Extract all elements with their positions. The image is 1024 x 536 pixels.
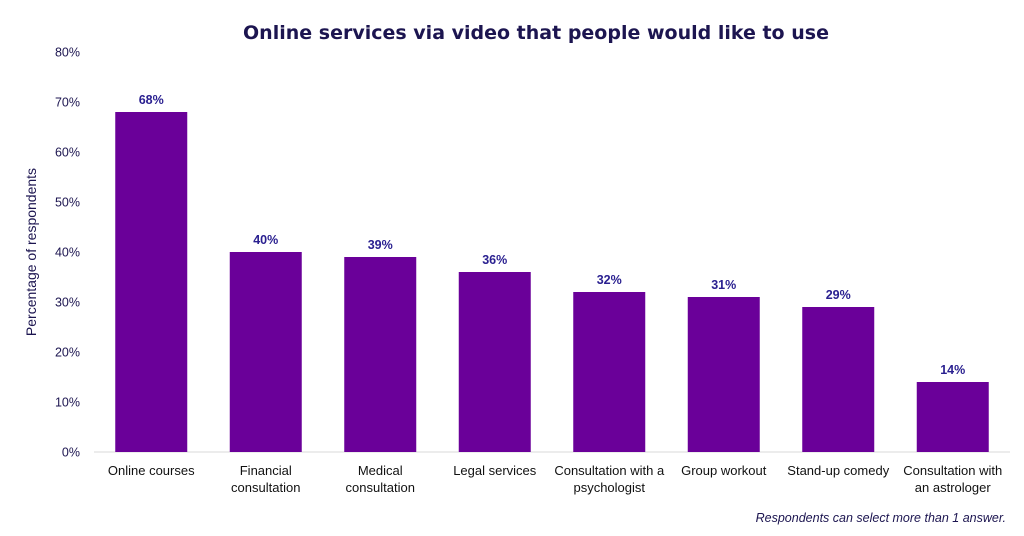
bar — [115, 112, 188, 452]
category-label: consultation — [346, 480, 415, 495]
category-label: Stand-up comedy — [787, 463, 889, 478]
y-tick-label: 70% — [55, 96, 80, 110]
category-label: consultation — [231, 480, 300, 495]
category-label: Financial — [240, 463, 292, 478]
bar — [458, 272, 531, 452]
category-label: Consultation with a — [554, 463, 665, 478]
category-labels: Online courses Financial consultation Medic… — [108, 463, 1002, 495]
y-tick-label: 30% — [55, 296, 80, 310]
y-tick-label: 10% — [55, 396, 80, 410]
y-tick-label: 0% — [62, 446, 80, 460]
chart-title: Online services via video that people wo… — [243, 22, 829, 44]
data-label: 14% — [940, 363, 965, 377]
bars — [115, 112, 989, 452]
y-axis-ticks: 0% 10% 20% 30% 40% 50% 60% 70% 80% — [55, 46, 80, 460]
category-label: Consultation with — [903, 463, 1002, 478]
bar — [229, 252, 302, 452]
y-tick-label: 60% — [55, 146, 80, 160]
bar — [344, 257, 417, 452]
y-tick-label: 50% — [55, 196, 80, 210]
category-label: Group workout — [681, 463, 767, 478]
y-axis-label: Percentage of respondents — [23, 168, 39, 336]
data-label: 39% — [368, 238, 393, 252]
category-label: Legal services — [453, 463, 537, 478]
bar — [802, 307, 875, 452]
data-label: 31% — [711, 278, 736, 292]
data-label: 36% — [482, 253, 507, 267]
bar — [687, 297, 760, 452]
category-label: Medical — [358, 463, 403, 478]
category-label: Online courses — [108, 463, 195, 478]
y-tick-label: 40% — [55, 246, 80, 260]
footnote: Respondents can select more than 1 answe… — [756, 511, 1006, 525]
category-label: psychologist — [573, 480, 645, 495]
bar — [573, 292, 646, 452]
data-label: 40% — [253, 233, 278, 247]
data-label: 68% — [139, 93, 164, 107]
y-tick-label: 80% — [55, 46, 80, 60]
bar — [916, 382, 989, 452]
data-label: 29% — [826, 288, 851, 302]
category-label: an astrologer — [915, 480, 992, 495]
data-labels: 68% 40% 39% 36% 32% 31% 29% 14% — [139, 93, 966, 377]
y-tick-label: 20% — [55, 346, 80, 360]
data-label: 32% — [597, 273, 622, 287]
